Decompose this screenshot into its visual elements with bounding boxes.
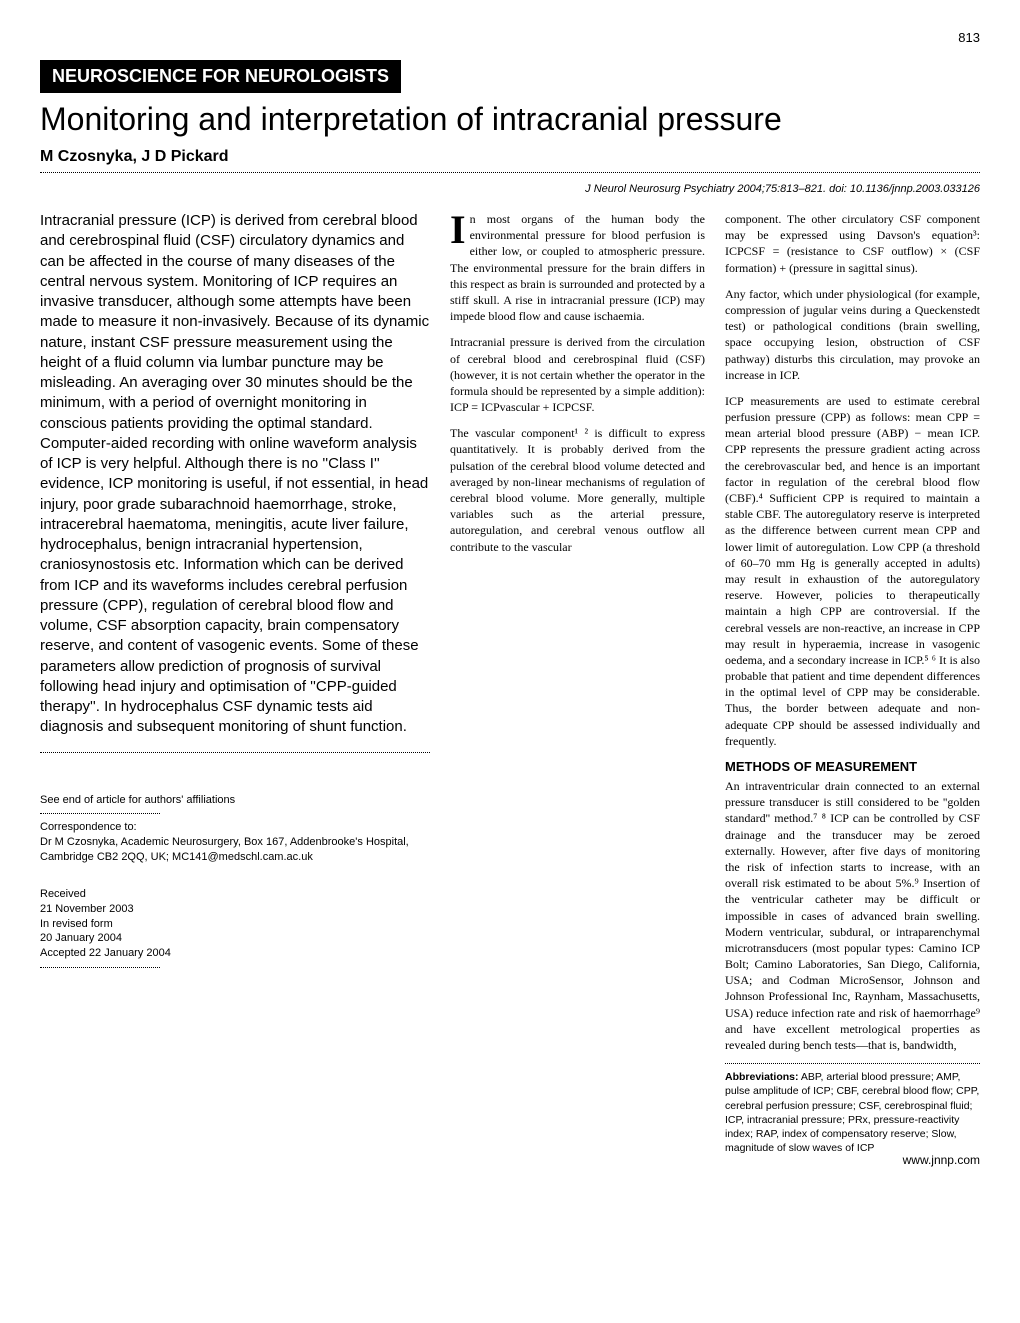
accepted: Accepted 22 January 2004 <box>40 947 171 959</box>
divider <box>40 172 980 173</box>
divider <box>40 813 160 814</box>
abbreviations-box: Abbreviations: ABP, arterial blood press… <box>725 1063 980 1155</box>
correspondence-body: Dr M Czosnyka, Academic Neurosurgery, Bo… <box>40 836 409 863</box>
divider <box>40 752 430 753</box>
page-number: 813 <box>958 30 980 45</box>
see-end-note: See end of article for authors' affiliat… <box>40 793 430 808</box>
middle-column: In most organs of the human body the env… <box>450 211 705 1155</box>
left-column: Intracranial pressure (ICP) is derived f… <box>40 211 430 1155</box>
body-paragraph-r1: component. The other circulatory CSF com… <box>725 211 980 276</box>
footer-url: www.jnnp.com <box>903 1153 980 1167</box>
right-inner-column: component. The other circulatory CSF com… <box>725 211 980 1155</box>
methods-heading: METHODS OF MEASUREMENT <box>725 759 980 774</box>
article-title: Monitoring and interpretation of intracr… <box>40 101 980 138</box>
intro-paragraph-1: In most organs of the human body the env… <box>450 211 705 324</box>
received-label: Received <box>40 888 86 900</box>
body-paragraph-r3: ICP measurements are used to estimate ce… <box>725 393 980 749</box>
section-banner: NEUROSCIENCE FOR NEUROLOGISTS <box>40 60 401 93</box>
dates: Received 21 November 2003 In revised for… <box>40 887 430 961</box>
intro-paragraph-3: The vascular component¹ ² is difficult t… <box>450 425 705 555</box>
received-date: 21 November 2003 <box>40 903 134 915</box>
citation: J Neurol Neurosurg Psychiatry 2004;75:81… <box>40 183 980 195</box>
abbreviations-label: Abbreviations: <box>725 1071 799 1083</box>
main-columns: Intracranial pressure (ICP) is derived f… <box>40 211 980 1155</box>
correspondence: Correspondence to: Dr M Czosnyka, Academ… <box>40 820 430 865</box>
revised-label: In revised form <box>40 918 113 930</box>
methods-paragraph-1: An intraventricular drain connected to a… <box>725 778 980 1053</box>
intro-paragraph-2: Intracranial pressure is derived from th… <box>450 334 705 415</box>
revised-date: 20 January 2004 <box>40 932 122 944</box>
body-paragraph-r2: Any factor, which under physiological (f… <box>725 286 980 383</box>
dropcap: I <box>450 213 466 247</box>
divider <box>40 967 160 968</box>
abbreviations-text: ABP, arterial blood pressure; AMP, pulse… <box>725 1071 979 1154</box>
intro-p1-text: n most organs of the human body the envi… <box>450 212 705 323</box>
right-columns: In most organs of the human body the env… <box>450 211 980 1155</box>
authors: M Czosnyka, J D Pickard <box>40 148 980 166</box>
correspondence-label: Correspondence to: <box>40 821 137 833</box>
abstract: Intracranial pressure (ICP) is derived f… <box>40 211 430 738</box>
